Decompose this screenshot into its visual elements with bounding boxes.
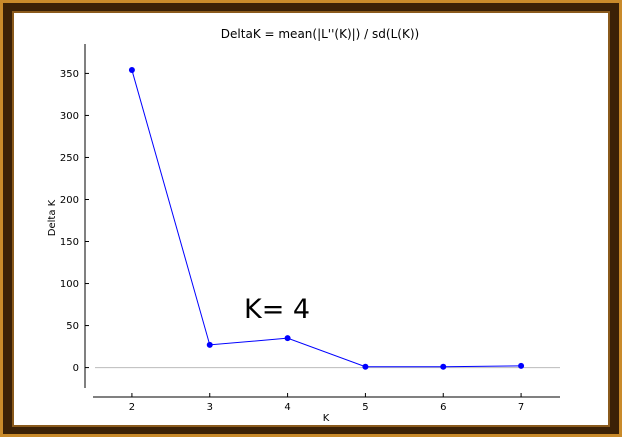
y-axis-label: Delta K — [47, 199, 58, 236]
k-annotation: K= 4 — [244, 294, 310, 325]
x-tick-label: 7 — [518, 402, 524, 413]
data-point — [518, 362, 525, 369]
x-tick-label: 5 — [362, 402, 368, 413]
y-tick-label: 100 — [60, 279, 79, 290]
data-point — [284, 335, 291, 342]
y-tick-label: 250 — [60, 153, 79, 164]
data-point — [206, 341, 213, 348]
series-line — [131, 69, 522, 368]
y-tick-label: 0 — [73, 363, 79, 374]
data-point — [440, 363, 447, 370]
chart-title: DeltaK = mean(|L''(K)|) / sd(L(K)) — [221, 27, 419, 41]
y-tick-label: 50 — [66, 321, 79, 332]
y-tick-label: 150 — [60, 237, 79, 248]
x-tick-label: 2 — [129, 402, 135, 413]
y-tick-label: 350 — [60, 69, 79, 80]
x-axis-label: K — [323, 413, 330, 424]
x-tick-label: 3 — [207, 402, 213, 413]
x-tick-label: 4 — [284, 402, 290, 413]
y-tick-label: 300 — [60, 111, 79, 122]
y-tick-label: 200 — [60, 195, 79, 206]
axes — [84, 44, 560, 398]
x-tick-label: 6 — [440, 402, 446, 413]
data-point — [128, 67, 135, 74]
data-point — [362, 363, 369, 370]
